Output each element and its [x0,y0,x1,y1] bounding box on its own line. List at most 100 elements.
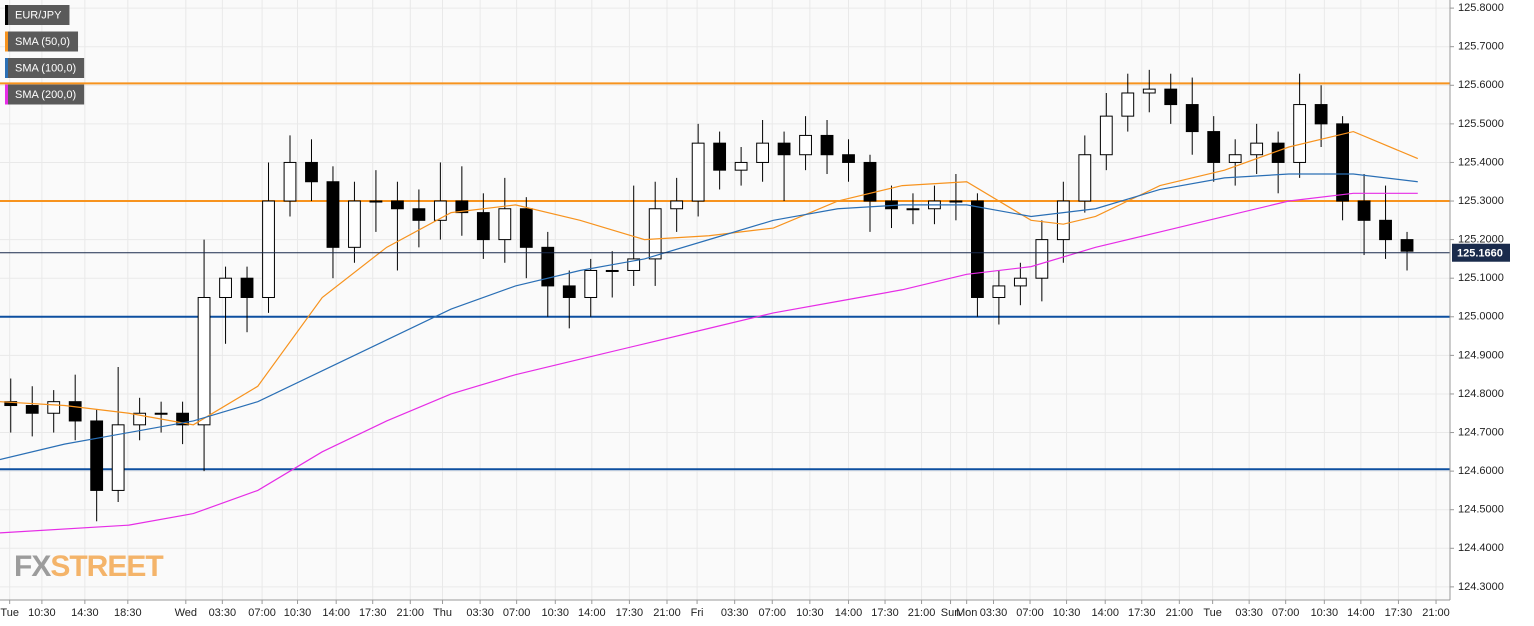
candle-body [133,412,147,426]
candle-body [1078,154,1092,202]
x-tick-label: 03:30 [1235,607,1263,619]
legend-swatch [5,31,8,52]
y-tick-label: 125.0000 [1458,311,1504,323]
plot-area [0,0,1450,600]
x-tick-label: 03:30 [721,607,749,619]
y-tick-label: 125.4000 [1458,156,1504,168]
candle-body [1336,123,1349,202]
candle-body [562,285,576,298]
legend-swatch [5,5,8,25]
legend-label: SMA (100,0) [15,62,76,74]
x-tick-label: 18:30 [114,607,142,619]
x-tick-label: 10:30 [284,607,312,619]
x-tick-label: 10:30 [1311,607,1339,619]
candle-body [1293,104,1307,163]
x-tick-label: 17:30 [616,607,644,619]
x-tick-label: 14:30 [71,607,99,619]
x-tick-label: 07:00 [248,607,276,619]
candle-body [1379,219,1392,241]
legend-swatch [5,58,8,78]
y-tick-label: 125.6000 [1458,79,1504,91]
candle-body [1013,277,1027,287]
legend-box [5,84,85,105]
x-tick-label: 14:00 [1347,607,1375,619]
watermark: FXSTREET [14,550,163,583]
candle-body [777,142,791,156]
x-tick-label: Mon [956,607,977,619]
candle-body [605,269,619,272]
candle-body [519,208,533,248]
candle-body [369,200,383,203]
x-tick-label: 21:00 [1166,607,1194,619]
x-tick-label: 10:30 [542,607,570,619]
x-tick-label: 17:30 [1385,607,1413,619]
x-tick-label: 21:00 [653,607,681,619]
y-tick-label: 125.8000 [1458,2,1504,14]
x-tick-label: 14:00 [578,607,606,619]
candle-body [1314,104,1328,125]
candle-body [541,246,555,287]
x-tick-label: 21:00 [908,607,936,619]
x-tick-label: Wed [175,607,197,619]
watermark-street: STREET [50,550,163,583]
candle-body [412,208,426,221]
candle-body [1228,154,1242,163]
axes: 124.3000 124.4000 124.5000 124.6000 124.7000… [0,2,1510,619]
y-tick-label: 124.8000 [1458,388,1504,400]
candle-body [820,134,834,156]
x-tick-label: 03:30 [466,607,494,619]
y-tick-label: 124.3000 [1458,581,1504,593]
x-tick-label: Sun [941,607,961,619]
candle-body [1400,239,1414,252]
candle-body [433,200,447,221]
x-tick-label: Tue [0,607,19,619]
candle-body [240,277,254,298]
x-tick-label: 07:00 [503,607,531,619]
candle-body [305,161,318,183]
x-tick-label: 10:30 [796,607,824,619]
y-tick-label: 125.3000 [1458,195,1504,207]
candle-body [176,412,189,426]
x-tick-label: 07:00 [1016,607,1044,619]
x-tick-label: 07:00 [1272,607,1300,619]
candle-body [1121,92,1135,117]
candle-body [1056,200,1070,241]
candle-body [1142,88,1156,94]
candle-body [1164,88,1178,106]
candle-body [1207,131,1221,163]
candle-body [219,277,232,298]
candle-body [799,134,812,156]
x-tick-label: 14:00 [835,607,863,619]
legend-swatch [5,84,8,105]
x-tick-label: 21:00 [397,607,425,619]
candle-body [47,401,61,414]
x-tick-label: Fri [691,607,704,619]
candle-body [197,296,211,426]
candle-body [713,142,727,171]
y-tick-label: 124.9000 [1458,349,1504,361]
x-tick-label: 17:30 [359,607,387,619]
legend-label: EUR/JPY [15,9,62,21]
candle-body [1357,200,1371,221]
candle-body [283,161,297,202]
candle-body [949,200,963,203]
candle-body [992,285,1006,298]
y-tick-label: 125.1000 [1458,272,1504,284]
legend-box [5,31,79,52]
candle-body [971,200,984,298]
candle-body [262,200,275,298]
x-tick-label: 07:00 [758,607,786,619]
candle-body [154,412,168,415]
candle-body [670,200,684,210]
y-tick-label: 124.4000 [1458,542,1504,554]
y-tick-label: 125.2000 [1458,234,1504,246]
y-tick-label: 125.7000 [1458,41,1504,53]
x-tick-label: 17:30 [1128,607,1156,619]
marks [0,69,1450,534]
candle-body [348,200,361,248]
candle-body [584,269,598,298]
watermark-fx: FX [14,550,51,583]
sma-line [0,130,1419,426]
last-price-box [1452,243,1510,262]
y-tick-label: 124.7000 [1458,426,1504,438]
